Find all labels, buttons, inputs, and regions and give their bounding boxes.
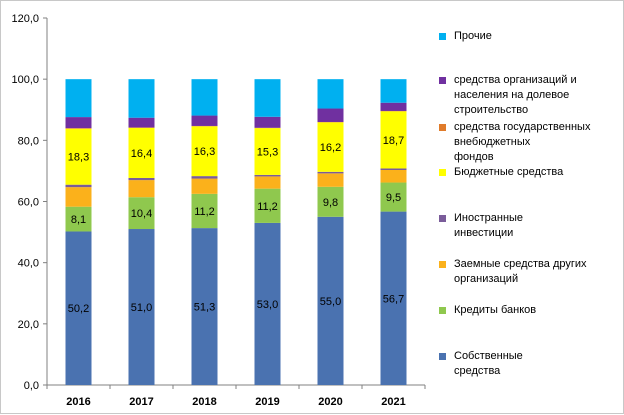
legend-label-bank: Кредиты банков [454, 303, 619, 318]
data-label-own-2018: 51,3 [194, 302, 215, 314]
bar-foreign-2020 [318, 172, 344, 174]
bar-loans-2017 [129, 180, 155, 197]
legend-item-loans: Заемные средства других организаций [439, 257, 619, 287]
data-label-bank-2019: 11,2 [257, 201, 278, 213]
bar-foreign-2017 [129, 178, 155, 180]
data-label-own-2021: 56,7 [383, 293, 404, 305]
legend-label-other: Прочие [454, 29, 619, 44]
legend-swatch-other [439, 33, 446, 40]
legend-label-loans: Заемные средства других организаций [454, 257, 619, 287]
x-tick-label: 2016 [66, 396, 90, 408]
bar-foreign-2019 [255, 175, 281, 177]
bar-other-2019 [255, 79, 281, 117]
legend-swatch-loans [439, 261, 446, 268]
y-tick-label: 20,0 [18, 319, 39, 331]
y-tick-label: 100,0 [11, 74, 39, 86]
bar-loans-2019 [255, 176, 281, 188]
legend-label-own: Собственные средства [454, 349, 619, 379]
bar-shared-2017 [129, 118, 155, 128]
data-label-budget-2019: 15,3 [257, 146, 278, 158]
bar-shared-2021 [381, 103, 407, 111]
legend-swatch-budget [439, 169, 446, 176]
legend-label-state-funds: средства государственных внебюджетных фо… [454, 120, 619, 165]
legend-item-bank: Кредиты банков [439, 303, 619, 318]
bar-other-2016 [66, 79, 92, 117]
x-tick-label: 2021 [381, 396, 405, 408]
y-tick-label: 80,0 [18, 135, 39, 147]
bar-shared-2016 [66, 117, 92, 128]
legend-swatch-foreign [439, 215, 446, 222]
data-label-budget-2017: 16,4 [131, 148, 152, 160]
data-label-own-2016: 50,2 [68, 303, 89, 315]
data-label-budget-2020: 16,2 [320, 142, 341, 154]
legend-item-state-funds: средства государственных внебюджетных фо… [439, 120, 619, 165]
bar-foreign-2018 [192, 176, 218, 178]
legend-item-shared: средства организаций и населения на доле… [439, 73, 619, 118]
data-label-own-2019: 53,0 [257, 299, 278, 311]
bar-shared-2020 [318, 109, 344, 122]
bar-other-2021 [381, 79, 407, 103]
legend-item-own: Собственные средства [439, 349, 619, 379]
bar-loans-2021 [381, 170, 407, 183]
bar-foreign-2016 [66, 185, 92, 187]
data-label-bank-2016: 8,1 [71, 214, 86, 226]
bar-foreign-2021 [381, 168, 407, 170]
data-label-budget-2021: 18,7 [383, 135, 404, 147]
legend-item-other: Прочие [439, 29, 619, 44]
legend-swatch-bank [439, 307, 446, 314]
x-tick-label: 2017 [129, 396, 153, 408]
data-label-bank-2017: 10,4 [131, 208, 152, 220]
bar-loans-2020 [318, 173, 344, 186]
legend-item-foreign: Иностранные инвестиции [439, 211, 619, 241]
y-tick-label: 120,0 [11, 13, 39, 25]
legend-swatch-own [439, 353, 446, 360]
legend-swatch-shared [439, 77, 446, 84]
legend-label-shared: средства организаций и населения на доле… [454, 73, 619, 118]
x-tick-label: 2020 [318, 396, 342, 408]
data-label-budget-2016: 18,3 [68, 152, 89, 164]
bar-state_funds-2016 [66, 128, 92, 129]
x-tick-label: 2018 [192, 396, 216, 408]
data-label-bank-2018: 11,2 [194, 206, 215, 218]
data-label-bank-2021: 9,5 [386, 192, 401, 204]
data-label-own-2017: 51,0 [131, 302, 152, 314]
y-tick-label: 60,0 [18, 197, 39, 209]
bar-other-2017 [129, 79, 155, 118]
bar-other-2018 [192, 79, 218, 115]
bar-loans-2016 [66, 187, 92, 207]
y-tick-label: 0,0 [24, 380, 39, 392]
data-label-bank-2020: 9,8 [323, 197, 338, 209]
legend-label-budget: Бюджетные средства [454, 165, 619, 180]
data-label-budget-2018: 16,3 [194, 146, 215, 158]
bar-shared-2018 [192, 116, 218, 126]
y-tick-label: 40,0 [18, 258, 39, 270]
legend-swatch-state-funds [439, 124, 446, 131]
bar-loans-2018 [192, 179, 218, 194]
legend-item-budget: Бюджетные средства [439, 165, 619, 180]
x-tick-label: 2019 [255, 396, 279, 408]
bar-shared-2019 [255, 117, 281, 128]
data-label-own-2020: 55,0 [320, 296, 341, 308]
legend-label-foreign: Иностранные инвестиции [454, 211, 619, 241]
bar-other-2020 [318, 79, 344, 108]
